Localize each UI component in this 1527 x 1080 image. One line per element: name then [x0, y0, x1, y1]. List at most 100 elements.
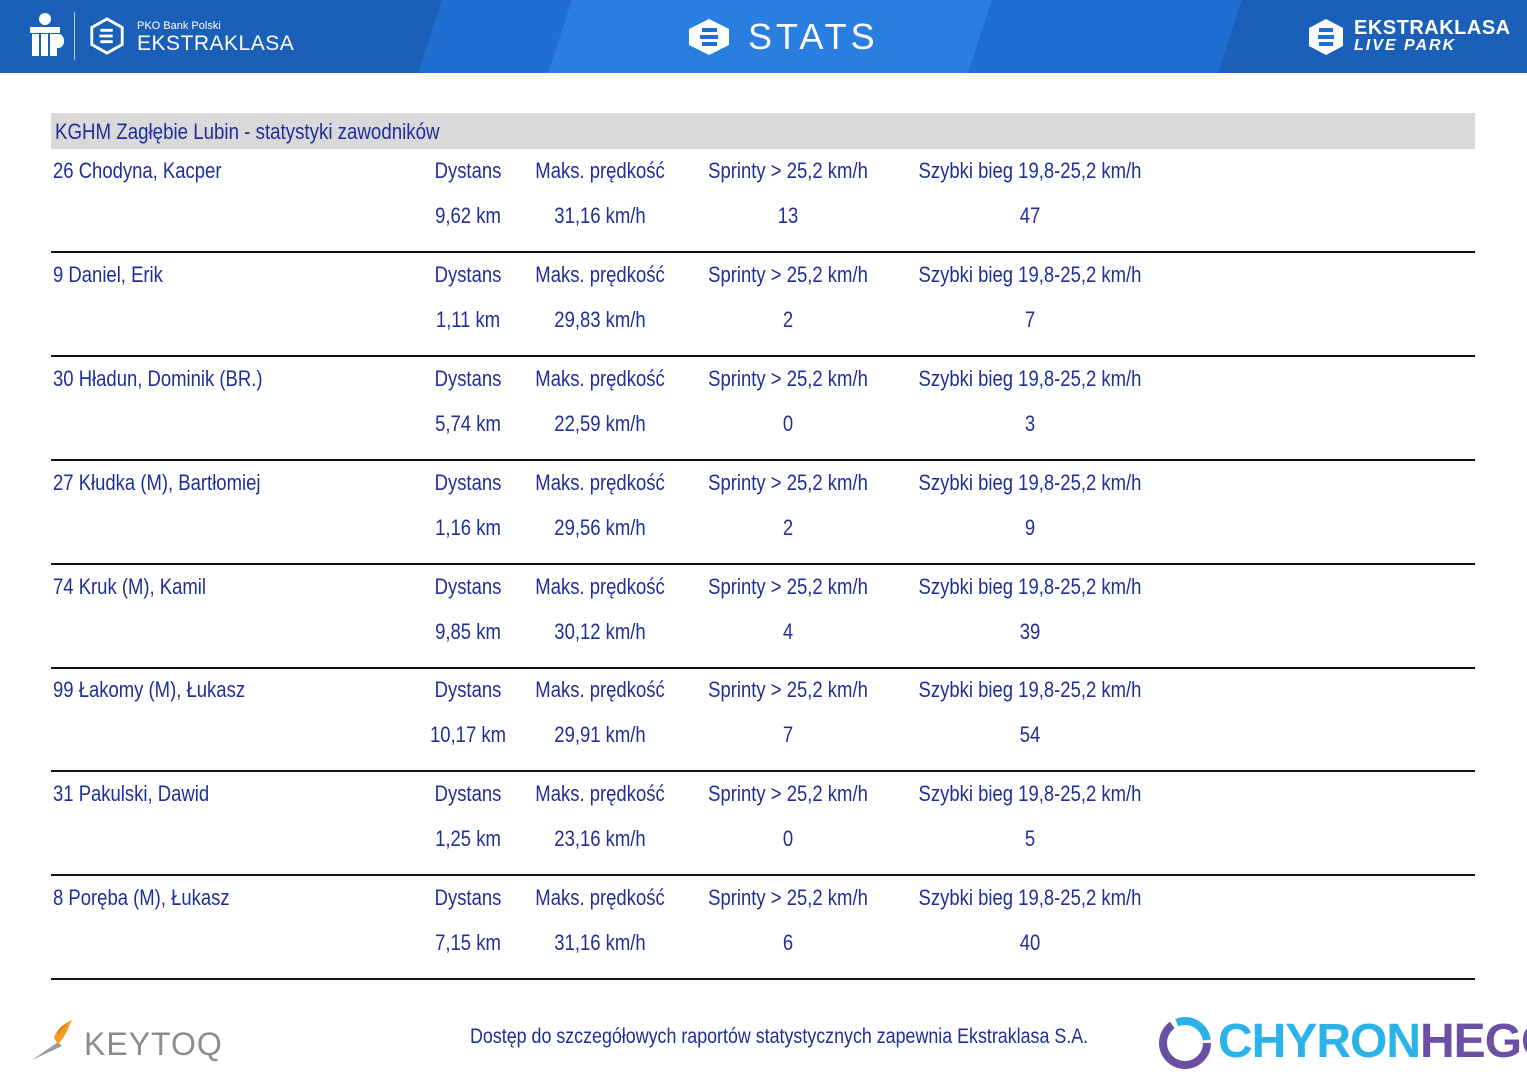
sprints-label: Sprinty > 25,2 km/h — [708, 677, 868, 702]
table-row: 74 Kruk (M), Kamil Dystans Maks. prędkoś… — [51, 565, 1475, 669]
max-speed-value: 29,91 km/h — [554, 722, 646, 747]
distance-value: 1,16 km — [435, 515, 501, 540]
distance-value: 9,85 km — [435, 619, 501, 644]
chyronhego-wordmark: CHYRONHEGO — [1218, 1014, 1527, 1069]
fast-run-value: 5 — [1024, 826, 1036, 851]
max-speed-label: Maks. prędkość — [535, 470, 665, 495]
distance-value: 5,74 km — [435, 411, 501, 436]
fast-run-label: Szybki bieg 19,8-25,2 km/h — [918, 158, 1142, 183]
max-speed-label: Maks. prędkość — [535, 262, 665, 287]
fast-run-label: Szybki bieg 19,8-25,2 km/h — [918, 366, 1142, 391]
table-row: 30 Hładun, Dominik (BR.) Dystans Maks. p… — [51, 357, 1475, 461]
fast-run-value: 40 — [1019, 930, 1041, 955]
fast-run-value: 47 — [1019, 203, 1041, 228]
distance-label: Dystans — [434, 470, 502, 495]
fast-run-value: 54 — [1019, 722, 1041, 747]
ekstraklasa-emblem-icon — [90, 17, 124, 55]
table-title-bar: KGHM Zagłębie Lubin - statystyki zawodni… — [51, 113, 1475, 149]
fast-run-label: Szybki bieg 19,8-25,2 km/h — [918, 262, 1142, 287]
sprints-value: 0 — [782, 826, 794, 851]
player-name: 27 Kłudka (M), Bartłomiej — [53, 470, 261, 495]
sprints-label: Sprinty > 25,2 km/h — [708, 366, 868, 391]
distance-label: Dystans — [434, 781, 502, 806]
max-speed-label: Maks. prędkość — [535, 158, 665, 183]
fast-run-label: Szybki bieg 19,8-25,2 km/h — [918, 574, 1142, 599]
max-speed-label: Maks. prędkość — [535, 366, 665, 391]
distance-value: 1,11 km — [435, 307, 501, 332]
sprints-label: Sprinty > 25,2 km/h — [708, 158, 868, 183]
fast-run-value: 3 — [1024, 411, 1036, 436]
fast-run-label: Szybki bieg 19,8-25,2 km/h — [918, 470, 1142, 495]
sprints-value: 6 — [782, 930, 794, 955]
max-speed-value: 29,83 km/h — [554, 307, 646, 332]
stats-emblem-icon — [689, 19, 729, 55]
sprints-label: Sprinty > 25,2 km/h — [708, 470, 868, 495]
keytoq-logo-icon — [32, 1020, 72, 1060]
sprints-value: 2 — [782, 515, 794, 540]
sprints-value: 4 — [782, 619, 794, 644]
fast-run-label: Szybki bieg 19,8-25,2 km/h — [918, 885, 1142, 910]
max-speed-value: 31,16 km/h — [554, 930, 646, 955]
keytoq-wordmark: KEYTOQ — [84, 1026, 223, 1062]
player-name: 99 Łakomy (M), Łukasz — [53, 677, 246, 702]
fast-run-label: Szybki bieg 19,8-25,2 km/h — [918, 677, 1142, 702]
table-row: 99 Łakomy (M), Łukasz Dystans Maks. pręd… — [51, 668, 1475, 772]
distance-label: Dystans — [434, 262, 502, 287]
max-speed-value: 29,56 km/h — [554, 515, 646, 540]
sprints-value: 13 — [777, 203, 799, 228]
max-speed-value: 30,12 km/h — [554, 619, 646, 644]
live-park-wordmark-top: EKSTRAKLASA — [1354, 17, 1511, 39]
distance-value: 7,15 km — [435, 930, 501, 955]
max-speed-label: Maks. prędkość — [535, 885, 665, 910]
stats-title: STATS — [748, 16, 879, 57]
table-row: 9 Daniel, Erik Dystans Maks. prędkość Sp… — [51, 253, 1475, 357]
table-title: KGHM Zagłębie Lubin - statystyki zawodni… — [55, 119, 440, 144]
distance-label: Dystans — [434, 677, 502, 702]
distance-value: 1,25 km — [435, 826, 501, 851]
distance-label: Dystans — [434, 574, 502, 599]
sprints-value: 7 — [782, 722, 794, 747]
table-row: 27 Kłudka (M), Bartłomiej Dystans Maks. … — [51, 461, 1475, 565]
sprints-label: Sprinty > 25,2 km/h — [708, 262, 868, 287]
ekstraklasa-wordmark: EKSTRAKLASA — [137, 32, 295, 55]
sprints-label: Sprinty > 25,2 km/h — [708, 885, 868, 910]
player-name: 30 Hładun, Dominik (BR.) — [53, 366, 263, 391]
player-name: 74 Kruk (M), Kamil — [53, 574, 207, 599]
fast-run-value: 7 — [1024, 307, 1036, 332]
max-speed-value: 22,59 km/h — [554, 411, 646, 436]
distance-label: Dystans — [434, 158, 502, 183]
sprints-label: Sprinty > 25,2 km/h — [708, 781, 868, 806]
table-row: 31 Pakulski, Dawid Dystans Maks. prędkoś… — [51, 772, 1475, 876]
sprints-value: 2 — [782, 307, 794, 332]
player-name: 8 Poręba (M), Łukasz — [53, 885, 230, 910]
max-speed-label: Maks. prędkość — [535, 677, 665, 702]
player-name: 9 Daniel, Erik — [53, 262, 163, 287]
fast-run-label: Szybki bieg 19,8-25,2 km/h — [918, 781, 1142, 806]
hego-word: HEGO — [1420, 1015, 1527, 1068]
fast-run-value: 39 — [1019, 619, 1041, 644]
fast-run-value: 9 — [1024, 515, 1036, 540]
table-row: 8 Poręba (M), Łukasz Dystans Maks. prędk… — [51, 876, 1475, 980]
chyronhego-logo-icon — [1159, 1017, 1211, 1069]
max-speed-value: 31,16 km/h — [554, 203, 646, 228]
chyron-word: CHYRON — [1218, 1015, 1421, 1068]
live-park-wordmark-bottom: LIVE PARK — [1354, 37, 1457, 54]
max-speed-value: 23,16 km/h — [554, 826, 646, 851]
pko-bank-label: PKO Bank Polski — [137, 20, 221, 32]
player-name: 31 Pakulski, Dawid — [53, 781, 210, 806]
header-divider — [74, 12, 75, 60]
distance-value: 9,62 km — [435, 203, 501, 228]
max-speed-label: Maks. prędkość — [535, 781, 665, 806]
footer-note: Dostęp do szczegółowych raportów statyst… — [470, 1025, 1089, 1048]
player-name: 26 Chodyna, Kacper — [53, 158, 222, 183]
sprints-label: Sprinty > 25,2 km/h — [708, 574, 868, 599]
distance-value: 10,17 km — [429, 722, 507, 747]
live-park-emblem-icon — [1309, 19, 1343, 55]
distance-label: Dystans — [434, 366, 502, 391]
sprints-value: 0 — [782, 411, 794, 436]
table-row: 26 Chodyna, Kacper Dystans Maks. prędkoś… — [51, 149, 1475, 253]
header-banner: PKO Bank Polski EKSTRAKLASA STATS EKSTRA… — [0, 0, 1527, 73]
pko-logo-icon — [30, 13, 64, 56]
max-speed-label: Maks. prędkość — [535, 574, 665, 599]
distance-label: Dystans — [434, 885, 502, 910]
